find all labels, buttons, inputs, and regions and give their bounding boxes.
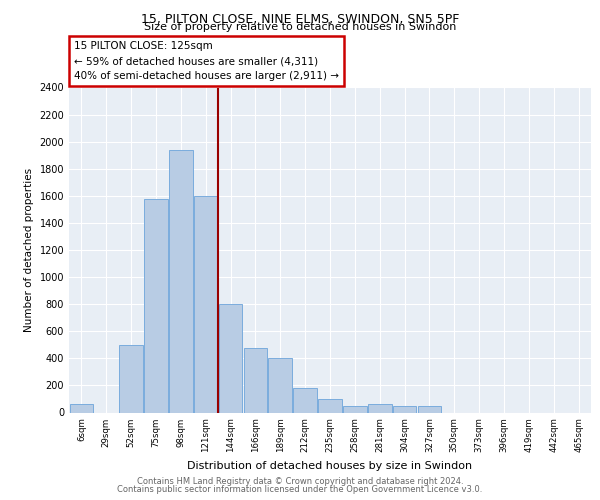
Bar [244,348,267,412]
Bar [219,304,242,412]
Bar [318,399,342,412]
Text: 15 PILTON CLOSE: 125sqm
← 59% of detached houses are smaller (4,311)
40% of semi: 15 PILTON CLOSE: 125sqm ← 59% of detache… [74,42,339,81]
Bar [169,150,193,412]
Bar [368,404,392,412]
Bar [194,196,218,412]
Bar [393,406,416,412]
Bar [70,404,93,412]
Y-axis label: Number of detached properties: Number of detached properties [24,168,34,332]
Text: 15, PILTON CLOSE, NINE ELMS, SWINDON, SN5 5PF: 15, PILTON CLOSE, NINE ELMS, SWINDON, SN… [141,12,459,26]
Bar [418,406,441,412]
Text: Contains HM Land Registry data © Crown copyright and database right 2024.: Contains HM Land Registry data © Crown c… [137,477,463,486]
Bar [144,198,168,412]
Bar [119,345,143,412]
Text: Contains public sector information licensed under the Open Government Licence v3: Contains public sector information licen… [118,484,482,494]
Bar [268,358,292,412]
X-axis label: Distribution of detached houses by size in Swindon: Distribution of detached houses by size … [187,460,473,470]
Bar [343,406,367,412]
Text: Size of property relative to detached houses in Swindon: Size of property relative to detached ho… [144,22,456,32]
Bar [293,388,317,412]
